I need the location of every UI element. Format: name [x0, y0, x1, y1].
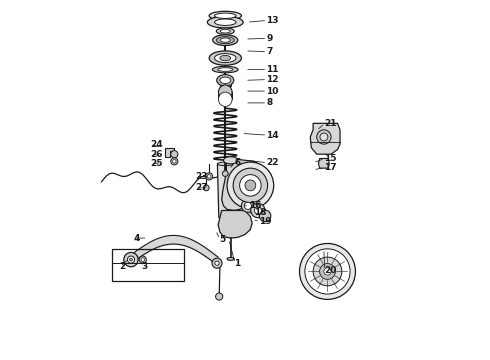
- Circle shape: [172, 159, 176, 163]
- Text: 11: 11: [267, 65, 279, 74]
- Text: 14: 14: [267, 131, 279, 140]
- Ellipse shape: [216, 28, 234, 35]
- Bar: [112, 249, 184, 281]
- Text: 21: 21: [324, 119, 337, 128]
- Polygon shape: [166, 148, 174, 157]
- Polygon shape: [310, 123, 340, 154]
- Text: 15: 15: [324, 154, 337, 163]
- Ellipse shape: [207, 17, 243, 28]
- Circle shape: [124, 252, 138, 267]
- Ellipse shape: [220, 30, 230, 33]
- Ellipse shape: [218, 162, 233, 166]
- Circle shape: [205, 173, 213, 180]
- Circle shape: [207, 175, 211, 178]
- Text: 16: 16: [248, 201, 261, 210]
- Text: 13: 13: [267, 16, 279, 25]
- Ellipse shape: [217, 75, 234, 86]
- Circle shape: [245, 202, 251, 210]
- Ellipse shape: [227, 257, 234, 260]
- Ellipse shape: [320, 133, 328, 141]
- Text: 25: 25: [150, 159, 163, 168]
- Text: 18: 18: [254, 208, 267, 217]
- Ellipse shape: [219, 92, 232, 107]
- Ellipse shape: [317, 130, 331, 144]
- Circle shape: [227, 162, 274, 209]
- Circle shape: [139, 256, 147, 263]
- Circle shape: [245, 180, 256, 191]
- Ellipse shape: [216, 37, 234, 44]
- Text: 10: 10: [267, 86, 279, 95]
- Ellipse shape: [215, 13, 236, 18]
- Text: 4: 4: [133, 234, 140, 243]
- Polygon shape: [219, 92, 232, 99]
- Circle shape: [240, 175, 261, 196]
- Polygon shape: [220, 80, 231, 86]
- Ellipse shape: [223, 157, 238, 164]
- Circle shape: [215, 261, 219, 265]
- Text: 27: 27: [195, 183, 207, 192]
- Circle shape: [141, 258, 145, 261]
- Circle shape: [129, 258, 132, 261]
- Circle shape: [299, 243, 355, 300]
- Text: 26: 26: [150, 150, 163, 159]
- Circle shape: [242, 199, 254, 212]
- Circle shape: [319, 264, 335, 279]
- Circle shape: [313, 257, 342, 286]
- Circle shape: [259, 210, 271, 222]
- Text: 19: 19: [259, 217, 272, 226]
- Text: 6: 6: [234, 158, 241, 167]
- Polygon shape: [218, 211, 252, 238]
- Circle shape: [127, 256, 135, 263]
- Ellipse shape: [215, 19, 236, 26]
- Circle shape: [171, 150, 178, 158]
- Text: 12: 12: [267, 75, 279, 84]
- Ellipse shape: [219, 85, 232, 99]
- Ellipse shape: [209, 11, 242, 20]
- Circle shape: [216, 293, 223, 300]
- Ellipse shape: [215, 54, 236, 63]
- Ellipse shape: [212, 66, 238, 73]
- Polygon shape: [218, 164, 233, 218]
- Circle shape: [233, 168, 268, 203]
- Ellipse shape: [218, 68, 233, 71]
- Polygon shape: [318, 158, 329, 168]
- Text: 24: 24: [150, 140, 163, 149]
- Text: 20: 20: [324, 266, 336, 275]
- Text: 7: 7: [267, 47, 273, 56]
- Circle shape: [251, 203, 265, 218]
- Circle shape: [254, 207, 262, 214]
- Text: 22: 22: [267, 158, 279, 167]
- Circle shape: [212, 258, 222, 268]
- Circle shape: [171, 158, 178, 165]
- Ellipse shape: [220, 55, 231, 61]
- Text: 17: 17: [324, 163, 337, 172]
- Circle shape: [222, 171, 228, 176]
- Text: 1: 1: [234, 259, 241, 268]
- Ellipse shape: [209, 51, 242, 65]
- Text: 3: 3: [141, 262, 147, 271]
- Polygon shape: [221, 159, 270, 211]
- Ellipse shape: [220, 77, 231, 84]
- Text: 8: 8: [267, 98, 273, 107]
- Ellipse shape: [220, 38, 230, 42]
- Circle shape: [305, 249, 350, 294]
- Circle shape: [203, 185, 209, 191]
- Text: 23: 23: [195, 172, 207, 181]
- Text: 2: 2: [120, 262, 126, 271]
- Ellipse shape: [213, 35, 238, 45]
- Circle shape: [324, 268, 331, 275]
- Text: 5: 5: [219, 235, 225, 244]
- Text: 9: 9: [267, 34, 273, 43]
